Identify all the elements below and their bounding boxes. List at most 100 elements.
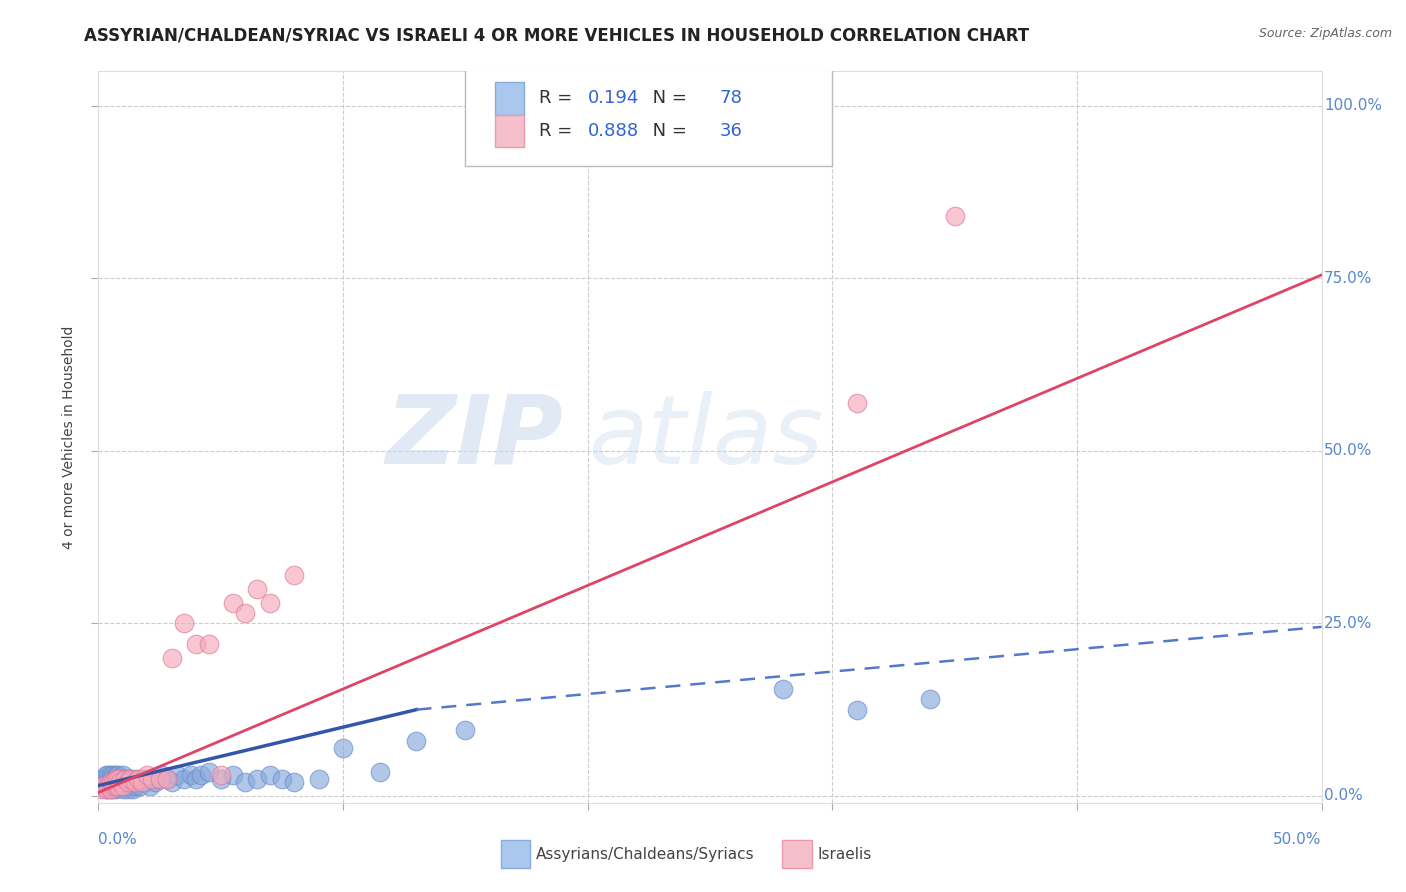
Point — [107, 768, 129, 782]
Point — [114, 772, 136, 786]
Point — [197, 637, 219, 651]
Point — [246, 582, 269, 596]
Point — [283, 775, 305, 789]
Point — [233, 606, 256, 620]
Point — [150, 768, 173, 782]
Text: 0.0%: 0.0% — [1324, 789, 1362, 804]
Point — [101, 779, 124, 793]
FancyBboxPatch shape — [495, 114, 524, 146]
Point — [136, 768, 159, 782]
Point — [180, 768, 202, 782]
Point — [100, 782, 122, 797]
Point — [121, 782, 143, 797]
Text: R =: R = — [538, 89, 575, 107]
Point — [156, 772, 179, 786]
Point — [121, 775, 143, 789]
Point — [101, 782, 124, 797]
Point — [91, 772, 114, 786]
Point — [110, 772, 132, 786]
Point — [91, 779, 114, 793]
Point — [270, 772, 294, 786]
FancyBboxPatch shape — [465, 68, 832, 167]
Point — [100, 775, 122, 789]
Point — [124, 772, 146, 786]
Point — [233, 775, 256, 789]
Point — [197, 764, 219, 779]
Point — [136, 772, 159, 786]
Point — [104, 772, 127, 786]
Point — [104, 782, 127, 797]
Text: 25.0%: 25.0% — [1324, 615, 1372, 631]
Point — [405, 733, 427, 747]
Point — [97, 779, 120, 793]
Point — [117, 775, 139, 789]
Text: ASSYRIAN/CHALDEAN/SYRIAC VS ISRAELI 4 OR MORE VEHICLES IN HOUSEHOLD CORRELATION : ASSYRIAN/CHALDEAN/SYRIAC VS ISRAELI 4 OR… — [84, 27, 1029, 45]
Point — [107, 775, 129, 789]
Point — [94, 782, 117, 797]
Point — [117, 775, 139, 789]
Point — [120, 779, 142, 793]
Point — [149, 772, 172, 786]
Text: 100.0%: 100.0% — [1324, 98, 1382, 113]
Point — [209, 772, 232, 786]
Point — [845, 395, 868, 409]
Point — [259, 768, 281, 782]
Point — [149, 772, 172, 786]
Point — [111, 782, 134, 797]
Text: ZIP: ZIP — [385, 391, 564, 483]
Point — [100, 768, 122, 782]
Point — [454, 723, 477, 738]
FancyBboxPatch shape — [495, 82, 524, 114]
Text: N =: N = — [648, 121, 690, 140]
Point — [222, 768, 245, 782]
Text: R =: R = — [538, 121, 575, 140]
Point — [772, 681, 794, 696]
Point — [107, 779, 129, 793]
Text: N =: N = — [648, 89, 690, 107]
Point — [90, 782, 112, 797]
Point — [160, 651, 183, 665]
Point — [308, 772, 330, 786]
Point — [127, 772, 149, 786]
Point — [166, 768, 188, 782]
Point — [100, 772, 122, 786]
Point — [186, 637, 208, 651]
Point — [94, 782, 117, 797]
Point — [124, 779, 146, 793]
Text: 0.194: 0.194 — [588, 89, 640, 107]
Point — [107, 779, 129, 793]
Point — [222, 596, 245, 610]
Text: 78: 78 — [720, 89, 742, 107]
Point — [97, 775, 120, 789]
Point — [920, 692, 942, 706]
Point — [110, 775, 132, 789]
Point — [97, 768, 120, 782]
Point — [209, 768, 232, 782]
Point — [139, 779, 162, 793]
Point — [100, 782, 122, 797]
Text: 75.0%: 75.0% — [1324, 271, 1372, 285]
Point — [114, 772, 136, 786]
Text: Source: ZipAtlas.com: Source: ZipAtlas.com — [1258, 27, 1392, 40]
Point — [141, 772, 163, 786]
Point — [246, 772, 269, 786]
Point — [90, 775, 112, 789]
Point — [173, 772, 195, 786]
Text: 50.0%: 50.0% — [1324, 443, 1372, 458]
Point — [111, 779, 134, 793]
Point — [160, 775, 183, 789]
Point — [104, 772, 127, 786]
Point — [104, 775, 127, 789]
Point — [91, 779, 114, 793]
Point — [173, 616, 195, 631]
Point — [129, 779, 152, 793]
Point — [100, 775, 122, 789]
Point — [104, 768, 127, 782]
Point — [131, 772, 153, 786]
Text: 0.0%: 0.0% — [98, 832, 138, 847]
Point — [110, 775, 132, 789]
Point — [117, 772, 139, 786]
Text: 50.0%: 50.0% — [1274, 832, 1322, 847]
Point — [97, 779, 120, 793]
Point — [190, 768, 212, 782]
